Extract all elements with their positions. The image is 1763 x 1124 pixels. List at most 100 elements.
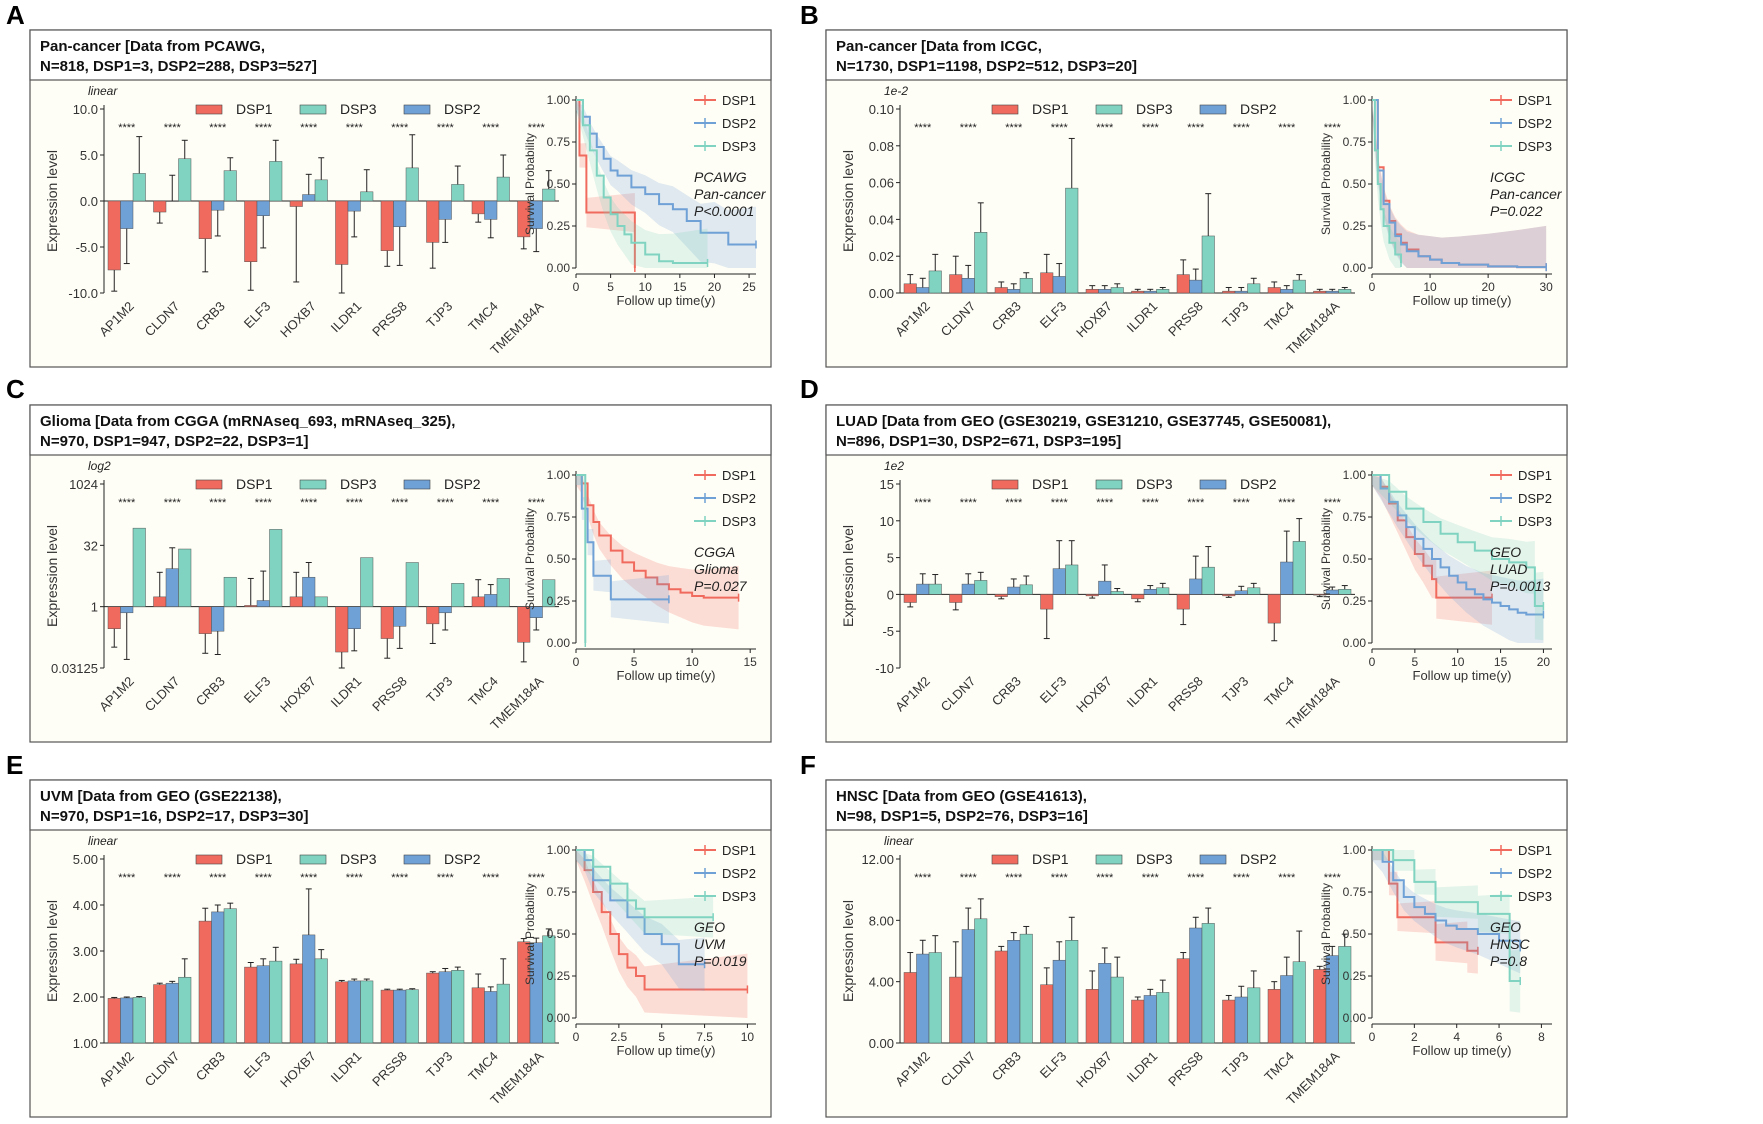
y-tick-label: 0.00 bbox=[869, 1036, 894, 1051]
panel-title-line1: Pan-cancer [Data from PCAWG, bbox=[40, 38, 265, 55]
bar-DSP3 bbox=[132, 997, 146, 1044]
km-chart: 0.00 0.25 0.50 0.75 1.00 0 2 4 6 8 Follow up time(… bbox=[1319, 843, 1552, 1058]
km-annotation: Glioma bbox=[694, 561, 739, 577]
bar-DSP1 bbox=[107, 998, 121, 1044]
km-y-tick-label: 0.25 bbox=[547, 219, 571, 233]
bar-DSP3 bbox=[1065, 940, 1079, 1044]
bar-DSP1 bbox=[903, 972, 917, 1044]
bar-DSP3 bbox=[223, 170, 237, 202]
km-y-tick-label: 1.00 bbox=[547, 93, 571, 107]
y-tick-label: 0.02 bbox=[869, 249, 894, 264]
km-x-tick-label: 10 bbox=[1423, 280, 1437, 294]
panel-letter: C bbox=[6, 374, 25, 404]
km-y-tick-label: 0.00 bbox=[547, 1011, 571, 1025]
bar-DSP3 bbox=[223, 908, 237, 1044]
km-legend-label: DSP3 bbox=[1518, 139, 1552, 154]
bar-DSP3 bbox=[1019, 278, 1033, 294]
significance-mark: **** bbox=[300, 497, 318, 509]
km-curve-DSP3 bbox=[1372, 474, 1544, 608]
km-y-axis-title: Survival Probability bbox=[523, 883, 537, 985]
km-annotation: P=0.0013 bbox=[1490, 578, 1551, 594]
km-x-tick-label: 15 bbox=[673, 280, 687, 294]
panel-title-line2: N=818, DSP1=3, DSP2=288, DSP3=527] bbox=[40, 58, 317, 75]
km-chart: 0.00 0.25 0.50 0.75 1.00 0 10 20 30 Follow up tim… bbox=[1319, 93, 1563, 308]
bar-DSP3 bbox=[1292, 961, 1306, 1044]
legend-swatch bbox=[403, 104, 431, 115]
bar-DSP1 bbox=[1176, 594, 1190, 610]
km-annotation: LUAD bbox=[1490, 561, 1527, 577]
significance-mark: **** bbox=[1051, 872, 1069, 884]
km-y-tick-label: 0.75 bbox=[1343, 135, 1367, 149]
bar-DSP3 bbox=[496, 578, 510, 607]
y-tick-label: 2.00 bbox=[73, 990, 98, 1005]
km-legend-label: DSP2 bbox=[1518, 866, 1552, 881]
bar-DSP3 bbox=[132, 173, 146, 202]
bar-DSP2 bbox=[484, 594, 498, 607]
significance-mark: **** bbox=[1142, 497, 1160, 509]
km-x-tick-label: 5 bbox=[658, 1030, 665, 1044]
km-ci-band-DSP1 bbox=[576, 850, 748, 1018]
km-legend-label: DSP2 bbox=[722, 491, 756, 506]
bar-DSP2 bbox=[302, 934, 316, 1044]
km-y-tick-label: 0.50 bbox=[547, 927, 571, 941]
km-chart: 0.00 0.25 0.50 0.75 1.00 0 2.5 5 7.5 10 Follow up … bbox=[523, 843, 756, 1058]
km-y-axis-title: Survival Probability bbox=[1319, 508, 1333, 610]
km-y-tick-label: 0.00 bbox=[1343, 261, 1367, 275]
km-x-tick-label: 6 bbox=[1496, 1030, 1503, 1044]
bar-chart: log2 1024 32 1 0.03125 Expression level DSP1 DS… bbox=[44, 459, 559, 733]
km-ci-band-DSP3 bbox=[576, 100, 708, 268]
km-ci-band-DSP2 bbox=[1372, 100, 1547, 268]
scale-label: log2 bbox=[88, 459, 111, 473]
bar-DSP1 bbox=[1267, 594, 1281, 624]
km-y-tick-label: 0.50 bbox=[1343, 177, 1367, 191]
km-y-axis-title: Survival Probability bbox=[523, 508, 537, 610]
km-y-tick-label: 0.25 bbox=[1343, 969, 1367, 983]
km-x-tick-label: 5 bbox=[607, 280, 614, 294]
km-annotation: CGGA bbox=[694, 544, 735, 560]
significance-mark: **** bbox=[960, 122, 978, 134]
km-x-tick-label: 0 bbox=[573, 1030, 580, 1044]
legend-label: DSP3 bbox=[1136, 476, 1173, 492]
significance-mark: **** bbox=[164, 497, 182, 509]
y-tick-label: 3.00 bbox=[73, 944, 98, 959]
bar-DSP3 bbox=[542, 935, 556, 1044]
y-tick-label: 10 bbox=[880, 514, 894, 529]
significance-mark: **** bbox=[482, 122, 500, 134]
bar-DSP2 bbox=[1052, 276, 1066, 294]
km-y-tick-label: 0.50 bbox=[547, 177, 571, 191]
km-chart: 0.00 0.25 0.50 0.75 1.00 0 5 10 15 20 25 Follow up … bbox=[523, 93, 767, 308]
km-curve-DSP2 bbox=[1372, 849, 1522, 948]
panel-header bbox=[29, 779, 772, 831]
bar-DSP1 bbox=[380, 606, 394, 639]
bar-DSP3 bbox=[1110, 976, 1124, 1044]
bar-DSP1 bbox=[107, 200, 121, 271]
km-x-tick-label: 20 bbox=[1537, 655, 1551, 669]
y-tick-label: 5.00 bbox=[73, 852, 98, 867]
bar-DSP2 bbox=[302, 194, 316, 202]
y-axis-title: Expression level bbox=[840, 900, 856, 1002]
bar-DSP3 bbox=[360, 557, 374, 607]
y-tick-label: 5 bbox=[887, 551, 894, 566]
bar-DSP1 bbox=[1085, 594, 1099, 597]
bar-DSP1 bbox=[1176, 274, 1190, 294]
km-chart: 0.00 0.25 0.50 0.75 1.00 0 5 10 15 20 Follow up ti… bbox=[1319, 468, 1552, 683]
km-annotation: GEO bbox=[694, 919, 725, 935]
bar-DSP2 bbox=[916, 583, 930, 595]
km-annotation: P=0.8 bbox=[1490, 953, 1527, 969]
bar-DSP3 bbox=[974, 580, 988, 595]
km-curve-DSP3 bbox=[576, 849, 714, 919]
km-y-tick-label: 0.75 bbox=[1343, 885, 1367, 899]
bar-DSP1 bbox=[426, 972, 440, 1044]
km-legend-label: DSP1 bbox=[1518, 468, 1552, 483]
legend-swatch bbox=[403, 479, 431, 490]
bar-DSP1 bbox=[289, 963, 303, 1044]
significance-mark: **** bbox=[1187, 872, 1205, 884]
km-ci-band-DSP1 bbox=[576, 475, 739, 630]
bar-DSP3 bbox=[974, 918, 988, 1044]
panel-title-line1: UVM [Data from GEO (GSE22138), bbox=[40, 788, 282, 805]
legend-label: DSP2 bbox=[444, 851, 481, 867]
bar-DSP3 bbox=[314, 958, 328, 1044]
legend-swatch bbox=[991, 854, 1019, 865]
significance-mark: **** bbox=[164, 872, 182, 884]
scale-label: 1e2 bbox=[884, 459, 904, 473]
